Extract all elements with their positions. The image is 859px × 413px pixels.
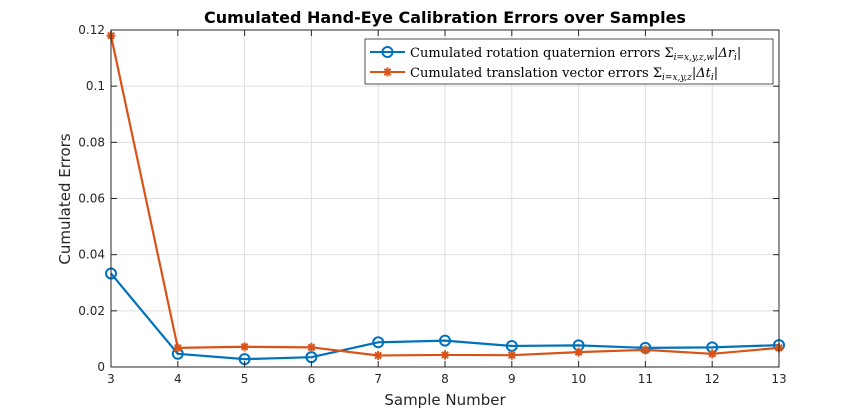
ticks: 3 4 5 6 7 8 9 10 11 12 13 0 0.02 0.04 0.06 0.08 0.1 0.12: [78, 23, 786, 386]
data-point-1: [306, 342, 316, 352]
data-point-1: [507, 350, 517, 360]
x-tick-label: 13: [771, 372, 786, 386]
legend-label-translation: Cumulated translation vector errors Σi=x…: [410, 66, 718, 83]
y-axis-label: Cumulated Errors: [56, 133, 74, 264]
data-point-0: [372, 336, 385, 349]
x-tick-label: 9: [508, 372, 516, 386]
data-point-0: [439, 334, 451, 347]
chart-title: Cumulated Hand-Eye Calibration Errors ov…: [204, 8, 686, 27]
legend-marker-rotation: [381, 46, 394, 58]
y-tick-label: 0.04: [78, 248, 105, 262]
legend-label-rotation: Cumulated rotation quaternion errors Σi=…: [410, 46, 741, 63]
data-point-1: [373, 350, 383, 360]
x-tick-label: 5: [241, 372, 249, 386]
x-tick-label: 8: [441, 372, 449, 386]
x-tick-label: 7: [374, 372, 382, 386]
series-layer: [105, 31, 785, 366]
x-tick-label: 6: [308, 372, 316, 386]
legend-marker-translation: [383, 67, 392, 77]
x-tick-label: 10: [571, 372, 586, 386]
x-tick-label: 12: [705, 372, 720, 386]
y-tick-label: 0.12: [78, 23, 105, 37]
y-tick-label: 0.06: [78, 192, 105, 206]
y-tick-label: 0: [97, 360, 105, 374]
x-tick-label: 3: [107, 372, 115, 386]
y-tick-label: 0.02: [78, 304, 105, 318]
data-point-1: [240, 342, 250, 352]
x-tick-label: 4: [174, 372, 182, 386]
data-point-1: [440, 350, 450, 360]
data-point-1: [707, 349, 717, 359]
x-axis-label: Sample Number: [384, 391, 506, 409]
y-tick-label: 0.1: [86, 79, 105, 93]
y-tick-label: 0.08: [78, 135, 105, 149]
data-point-1: [574, 347, 584, 357]
data-point-1: [640, 345, 650, 355]
legend-box: [364, 38, 774, 85]
legend: Cumulated rotation quaternion errors Σi=…: [364, 38, 774, 85]
data-point-1: [173, 343, 183, 353]
x-tick-label: 11: [638, 372, 653, 386]
series-line-0: [110, 272, 780, 361]
legend-star-shape: [383, 67, 392, 77]
